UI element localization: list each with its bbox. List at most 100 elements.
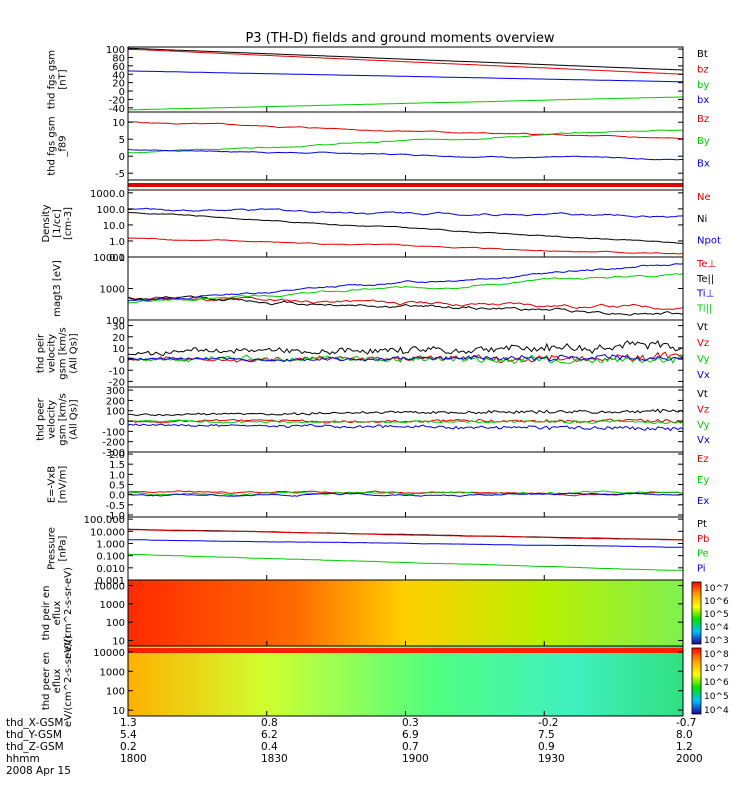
legend-label: Vx	[697, 435, 710, 446]
y-axis-label: thd fgs gsm	[47, 50, 58, 109]
footer-value: 0.2	[120, 741, 137, 753]
footer-value: 5.4	[120, 729, 137, 741]
colorbar-tick-label: 10^7	[704, 584, 729, 594]
y-tick-label: 10000	[93, 648, 125, 659]
series-line-Te⊥	[127, 296, 684, 310]
y-tick-label: 0.1	[109, 253, 125, 264]
footer-value: 6.9	[402, 729, 419, 741]
colorbar-tick-label: 10^4	[704, 706, 729, 716]
spectrogram	[128, 646, 683, 716]
legend-label: Vz	[697, 404, 709, 415]
footer-value: 0.8	[261, 717, 278, 729]
y-tick-label: -20	[109, 95, 125, 106]
y-tick-label: 100	[106, 618, 125, 629]
colorbar-tick-label: 10^7	[704, 664, 729, 674]
series-line-Ti||	[127, 273, 684, 304]
y-tick-label: 1000	[100, 600, 125, 611]
y-tick-label: 10	[112, 706, 125, 717]
series-line-By	[127, 129, 683, 154]
series-line-Npot	[128, 207, 684, 218]
legend-label: Bt	[697, 49, 708, 60]
legend-label: Vt	[697, 389, 708, 400]
colorbar-tick-label: 10^8	[704, 650, 729, 660]
legend-label: Ti||	[696, 304, 712, 315]
panel-2: Bz By Bx 10 5 0 -5 thd fgs gsm _f89	[47, 111, 710, 181]
y-tick-label: 80	[112, 53, 125, 64]
y-tick-label: 100.000	[84, 515, 125, 526]
panel-frame	[127, 46, 684, 113]
legend-label: Pe	[697, 549, 709, 560]
series-line-Te||	[127, 295, 684, 316]
footer-value: 1900	[402, 753, 429, 765]
legend-label: Pt	[697, 519, 707, 530]
legend-label: Ne	[697, 192, 711, 203]
panel-frame	[127, 189, 684, 258]
series-line-Vz	[127, 351, 684, 364]
footer-value: 8.0	[676, 729, 693, 741]
y-tick-label: -300	[102, 448, 125, 459]
series-line-Ez	[127, 490, 684, 497]
footer-value: 0.3	[402, 717, 419, 729]
series-line-Pi	[128, 539, 684, 548]
y-axis-label: [mV/m]	[58, 466, 69, 504]
y-axis-label: eflux	[52, 601, 63, 626]
y-tick-label: 10.0	[103, 221, 125, 232]
y-tick-label: 2.0	[109, 450, 125, 461]
legend-label: by	[697, 80, 709, 91]
panel-3: Ne Ni Npot 1000.0 100.0 10.0 1.0 0.1 Density [1/c…	[41, 189, 721, 264]
colorbar-tick-label: 10^4	[704, 623, 729, 633]
panel-9: 10^7 10^6 10^5 10^4 10^3 10000 1000 100 10 thd pe…	[41, 567, 729, 659]
footer-date: 2008 Apr 15	[6, 765, 71, 777]
panel-frame	[127, 451, 684, 518]
footer-label: thd_Z-GSM	[6, 741, 64, 753]
y-axis-label: Density	[41, 204, 52, 242]
legend-label: Pb	[697, 534, 709, 545]
footer-row-time: hhmm 1800 1830 1900 1930 2000	[6, 753, 726, 765]
footer-row-z: thd_Z-GSM 0.2 0.4 0.7 0.9 1.2	[6, 741, 726, 753]
panel-10: 10^8 10^7 10^6 10^5 10^4 10000 1000 100 10 thd pe…	[41, 635, 729, 727]
series-line-bz	[127, 48, 684, 75]
footer-value: 0.7	[402, 741, 419, 753]
footer-value: 1930	[538, 753, 565, 765]
y-tick-label: -1.0	[105, 511, 125, 522]
y-tick-label: 1000	[100, 667, 125, 678]
legend-label: Bx	[697, 158, 710, 169]
y-tick-label: 20	[112, 333, 125, 344]
colorbar	[691, 581, 702, 645]
y-axis-label: magt3 [eV]	[52, 260, 63, 317]
panel-frame	[127, 111, 684, 181]
footer-value: 0.4	[261, 741, 278, 753]
y-axis-label: E=-VxB	[47, 466, 58, 503]
footer-value: 0.9	[538, 741, 555, 753]
legend-label: Pi	[697, 564, 706, 575]
panel-7: Ez Ey Ex 2.01.51.00.50.0-0.5-1.0 E=-VxB [mV/m…	[47, 450, 710, 522]
footer-label: hhmm	[6, 753, 40, 765]
series-line-Vt	[127, 339, 684, 357]
colorbar-tick-label: 10^5	[704, 610, 729, 620]
y-tick-label: 0.0	[109, 491, 125, 502]
y-axis-label: Pressure	[47, 527, 58, 570]
series-line-by	[127, 96, 683, 111]
footer-label: thd_Y-GSM	[6, 729, 62, 741]
footer-value: 7.5	[538, 729, 555, 741]
footer-value: 1.3	[120, 717, 137, 729]
y-axis-label: gsm [km/s	[58, 327, 69, 380]
y-axis-label: [nT]	[58, 69, 69, 89]
y-tick-label: 0.100	[96, 552, 125, 563]
y-tick-label: 100	[106, 45, 125, 56]
y-tick-label: 20	[112, 79, 125, 90]
footer-value: 1800	[120, 753, 147, 765]
legend-label: Vy	[697, 420, 710, 431]
legend-label: Ey	[697, 475, 709, 486]
y-tick-label: -0.5	[105, 501, 125, 512]
footer-row-y: thd_Y-GSM 5.4 6.2 6.9 7.5 8.0	[6, 729, 726, 741]
y-tick-label: -20	[109, 377, 125, 388]
legend-label: Vz	[697, 338, 709, 349]
y-axis-label: (All Qs)]	[69, 399, 80, 439]
y-tick-label: 0.001	[96, 576, 125, 587]
y-axis-label: _f89	[58, 135, 69, 157]
